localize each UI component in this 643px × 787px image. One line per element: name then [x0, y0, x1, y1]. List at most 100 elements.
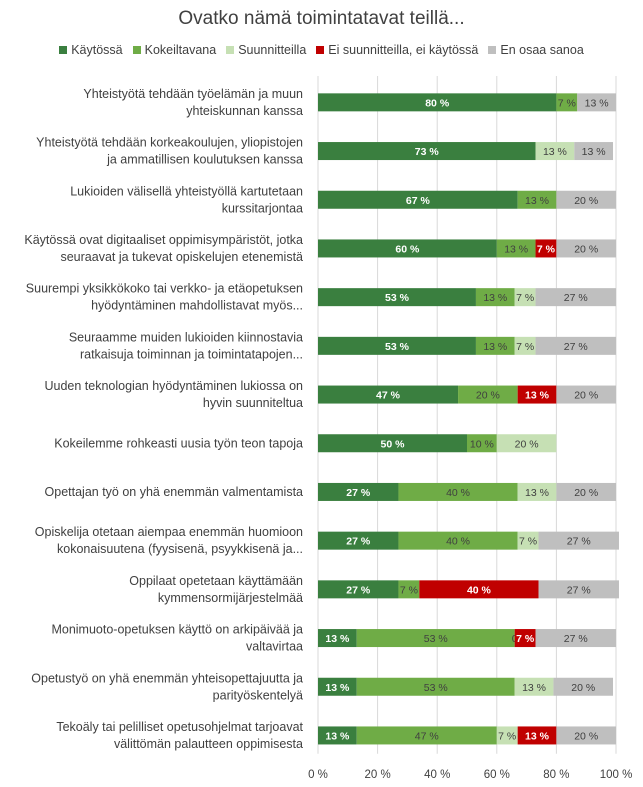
data-label: 53 %	[424, 682, 448, 694]
data-label: 13 %	[525, 195, 549, 207]
x-tick-label: 80 %	[543, 769, 569, 781]
bar-segment	[318, 93, 557, 112]
data-label: 13 %	[525, 487, 549, 499]
bar-segment	[556, 482, 616, 501]
data-label: 40 %	[446, 536, 470, 548]
legend-label-0: Käytössä	[71, 43, 123, 57]
data-label: 20 %	[574, 195, 598, 207]
bar-segment	[318, 239, 497, 258]
bar-segment	[475, 336, 515, 355]
legend-swatch-1	[132, 46, 141, 54]
bar-segment	[535, 629, 616, 648]
bar-segment	[535, 336, 616, 355]
data-label: 13 %	[525, 390, 550, 402]
data-label: 27 %	[564, 292, 588, 304]
legend-item-2: Suunnitteilla	[226, 43, 306, 57]
category-label: Seuraamme muiden lukioiden kiinnostavia	[69, 330, 303, 344]
bar-segment	[467, 434, 497, 453]
category-label: kokonaisuutena (fyysisenä, psyykkisenä j…	[57, 542, 303, 556]
data-label: 20 %	[574, 487, 598, 499]
bar-segment	[318, 142, 536, 161]
bar-segment	[556, 190, 616, 209]
bar-segment	[514, 677, 554, 696]
data-label: 7 %	[537, 243, 556, 255]
category-label: yhteiskunnan kanssa	[186, 104, 303, 118]
data-label: 27 %	[564, 341, 588, 353]
category-label: Lukioiden välisellä yhteistyöllä kartute…	[70, 184, 303, 198]
bar-segment	[496, 239, 536, 258]
bar-segment	[398, 482, 518, 501]
data-label: 13 %	[582, 146, 606, 158]
data-label: 27 %	[346, 487, 371, 499]
bar-segment	[535, 142, 575, 161]
bar-segment	[556, 93, 578, 112]
data-label: 40 %	[467, 584, 492, 596]
category-label: kymmensormijärjestelmää	[158, 591, 303, 605]
category-label: Opiskelija otetaan aiempaa enemmän huomi…	[35, 525, 303, 539]
bar-segment	[517, 726, 557, 745]
data-label: 7 %	[516, 633, 535, 645]
bar-segment	[318, 726, 357, 745]
data-label: 7 %	[400, 584, 418, 596]
data-label: 13 %	[525, 730, 550, 742]
x-tick-label: 0 %	[308, 769, 328, 781]
data-label: 20 %	[515, 438, 539, 450]
data-label: 27 %	[564, 633, 588, 645]
legend: Käytössä Kokeiltavana Suunnitteilla Ei suun…	[0, 43, 643, 57]
bar-segment	[556, 239, 616, 258]
data-label: 7 %	[516, 341, 534, 353]
bar-segment	[318, 434, 467, 453]
bar-segment	[356, 726, 497, 745]
category-label: ratkaisuja toiminnan ja toimintatapojen.…	[80, 347, 303, 361]
data-label: 27 %	[567, 536, 591, 548]
bar-segment	[398, 580, 420, 599]
category-label: Oppilaat opetetaan käyttämään	[129, 574, 303, 588]
data-label: 27 %	[567, 584, 591, 596]
bar-segment	[577, 93, 616, 112]
bar-segment	[517, 531, 539, 550]
data-label: 47 %	[376, 390, 401, 402]
data-label: 7 %	[519, 536, 537, 548]
data-label: 7 %	[498, 730, 516, 742]
bar-segment	[535, 288, 616, 307]
bar-segment	[318, 385, 459, 404]
bar-segment	[535, 239, 557, 258]
data-label: 13 %	[325, 730, 350, 742]
legend-swatch-4	[488, 46, 497, 54]
data-label: 53 %	[385, 341, 410, 353]
category-label: Monimuoto-opetuksen käyttö on arkipäivää…	[51, 623, 303, 637]
bar-segment	[318, 629, 357, 648]
data-label: 60 %	[395, 243, 420, 255]
category-label: parityöskentelyä	[213, 688, 303, 702]
bar-segment	[556, 726, 616, 745]
category-label: kurssitarjontaa	[222, 201, 303, 215]
data-label: 13 %	[483, 292, 507, 304]
bar-segment	[517, 482, 557, 501]
data-label: 53 %	[385, 292, 410, 304]
bar-segment	[318, 677, 357, 696]
data-label: 13 %	[325, 633, 350, 645]
bar-segment	[517, 190, 557, 209]
x-tick-label: 100 %	[600, 769, 633, 781]
data-label: 13 %	[504, 243, 528, 255]
data-label: 47 %	[415, 730, 439, 742]
data-label: 20 %	[476, 390, 500, 402]
legend-label-3: Ei suunnitteilla, ei käytössä	[328, 43, 479, 57]
category-label: Käytössä ovat digitaaliset oppimisympäri…	[24, 233, 303, 247]
legend-swatch-3	[316, 46, 325, 54]
legend-item-3: Ei suunnitteilla, ei käytössä	[316, 43, 478, 57]
category-label: Kokeilemme rohkeasti uusia työn teon tap…	[54, 436, 303, 450]
data-label: 7 %	[558, 97, 576, 109]
category-label: hyvin suunniteltua	[203, 396, 303, 410]
data-label: 13 %	[585, 97, 609, 109]
bar-segment	[538, 580, 619, 599]
data-label: 13 %	[325, 682, 350, 694]
category-label: Yhteistyötä tehdään työelämän ja muun	[83, 87, 303, 101]
bar-segment	[318, 531, 399, 550]
category-label: Opetustyö on yhä enemmän yhteisopettajuu…	[31, 671, 303, 685]
x-tick-label: 60 %	[484, 769, 510, 781]
category-label: Uuden teknologian hyödyntäminen lukiossa…	[44, 379, 303, 393]
legend-item-0: Käytössä	[59, 43, 123, 57]
bar-segment	[514, 288, 536, 307]
